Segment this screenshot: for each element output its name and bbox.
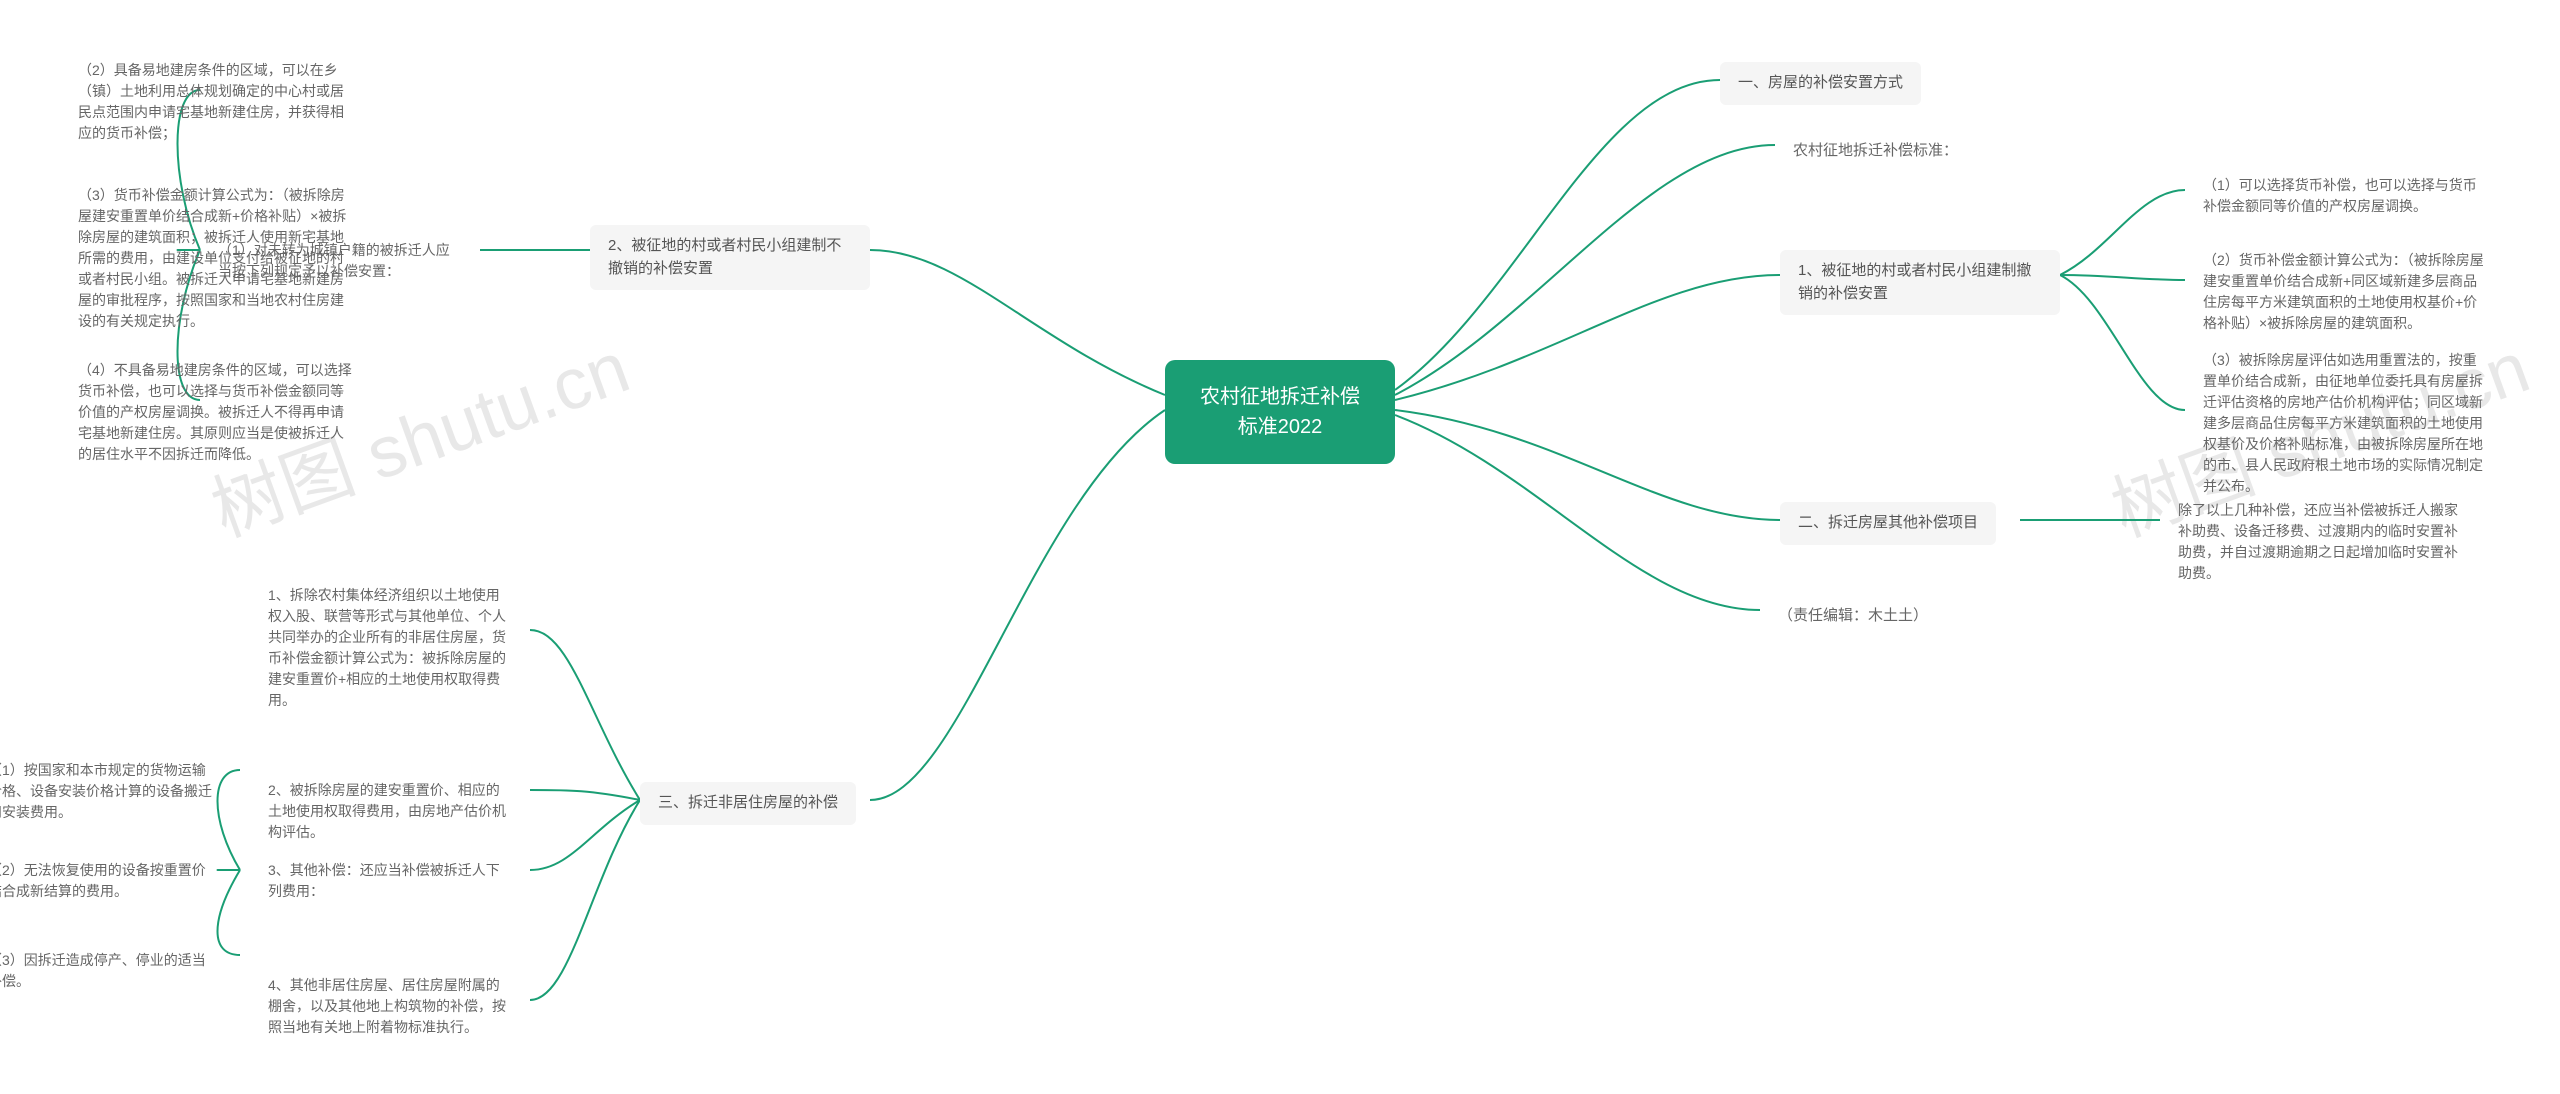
- node-l2c: 3、其他补偿：还应当补偿被拆迁人下列费用：: [250, 850, 530, 912]
- node-r3c: （3）被拆除房屋评估如选用重置法的，按重置单价结合成新，由征地单位委托具有房屋拆…: [2185, 340, 2505, 507]
- node-r5[interactable]: （责任编辑：木土土）: [1760, 595, 1946, 638]
- node-l1[interactable]: 2、被征地的村或者村民小组建制不撤销的补偿安置: [590, 225, 870, 290]
- node-r2[interactable]: 农村征地拆迁补偿标准：: [1775, 130, 1976, 173]
- node-l1a2: （3）货币补偿金额计算公式为：（被拆除房屋建安重置单价结合成新+价格补贴）×被拆…: [60, 175, 370, 342]
- node-l2c3: （3）因拆迁造成停产、停业的适当补偿。: [0, 940, 230, 1002]
- node-r1[interactable]: 一、房屋的补偿安置方式: [1720, 62, 1921, 105]
- node-r4a: 除了以上几种补偿，还应当补偿被拆迁人搬家补助费、设备迁移费、过渡期内的临时安置补…: [2160, 490, 2480, 594]
- node-l2c2: （2）无法恢复使用的设备按重置价结合成新结算的费用。: [0, 850, 230, 912]
- node-l2a: 1、拆除农村集体经济组织以土地使用权入股、联营等形式与其他单位、个人共同举办的企…: [250, 575, 530, 721]
- node-r3a: （1）可以选择货币补偿，也可以选择与货币补偿金额同等价值的产权房屋调换。: [2185, 165, 2505, 227]
- node-l1a1: （2）具备易地建房条件的区域，可以在乡（镇）土地利用总体规划确定的中心村或居民点…: [60, 50, 370, 154]
- node-l2d: 4、其他非居住房屋、居住房屋附属的棚舍，以及其他地上构筑物的补偿，按照当地有关地…: [250, 965, 530, 1048]
- node-r3b: （2）货币补偿金额计算公式为：（被拆除房屋建安重置单价结合成新+同区域新建多层商…: [2185, 240, 2505, 344]
- node-r4[interactable]: 二、拆迁房屋其他补偿项目: [1780, 502, 1996, 545]
- node-l2b: 2、被拆除房屋的建安重置价、相应的土地使用权取得费用，由房地产估价机构评估。: [250, 770, 530, 853]
- node-l2[interactable]: 三、拆迁非居住房屋的补偿: [640, 782, 856, 825]
- node-l1a3: （4）不具备易地建房条件的区域，可以选择货币补偿，也可以选择与货币补偿金额同等价…: [60, 350, 370, 475]
- node-l2c1: （1）按国家和本市规定的货物运输价格、设备安装价格计算的设备搬迁和安装费用。: [0, 750, 230, 833]
- root-node[interactable]: 农村征地拆迁补偿标准2022: [1165, 360, 1395, 464]
- node-r3[interactable]: 1、被征地的村或者村民小组建制撤销的补偿安置: [1780, 250, 2060, 315]
